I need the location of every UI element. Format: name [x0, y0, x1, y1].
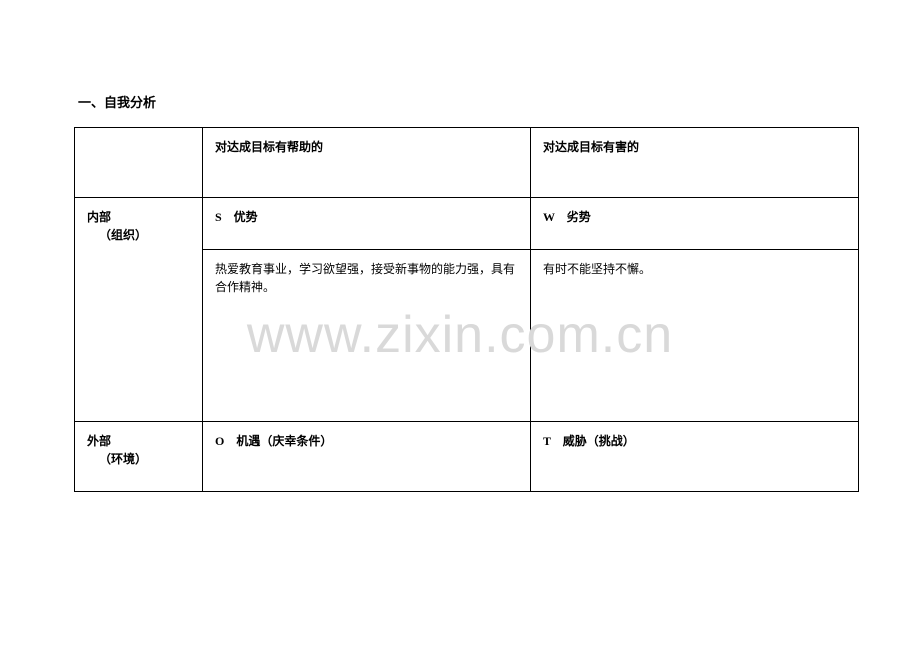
header-helpful-cell: 对达成目标有帮助的: [203, 128, 531, 198]
internal-subtitle: （组织）: [87, 226, 147, 244]
s-text-cell: 热爱教育事业，学习欲望强，接受新事物的能力强，具有合作精神。: [203, 250, 531, 422]
header-empty-cell: [75, 128, 203, 198]
external-label-row: 外部 （环境） O 机遇（庆幸条件） T 威胁（挑战）: [75, 422, 859, 492]
w-text-cell: 有时不能坚持不懈。: [531, 250, 859, 422]
w-label-cell: W 劣势: [531, 198, 859, 250]
internal-label-row: 内部 （组织） S 优势 W 劣势: [75, 198, 859, 250]
external-subtitle: （环境）: [87, 450, 147, 468]
external-title: 外部: [87, 434, 111, 448]
external-title-cell: 外部 （环境）: [75, 422, 203, 492]
o-label-cell: O 机遇（庆幸条件）: [203, 422, 531, 492]
swot-table: 对达成目标有帮助的 对达成目标有害的 内部 （组织） S 优势 W 劣势 热爱教…: [74, 127, 859, 492]
internal-title: 内部: [87, 210, 111, 224]
t-label-cell: T 威胁（挑战）: [531, 422, 859, 492]
internal-title-cell: 内部 （组织）: [75, 198, 203, 422]
s-label-cell: S 优势: [203, 198, 531, 250]
table-header-row: 对达成目标有帮助的 对达成目标有害的: [75, 128, 859, 198]
header-harmful-cell: 对达成目标有害的: [531, 128, 859, 198]
page: 一、自我分析 对达成目标有帮助的 对达成目标有害的 内部 （组织） S 优势 W…: [0, 0, 920, 651]
section-heading: 一、自我分析: [78, 92, 858, 111]
